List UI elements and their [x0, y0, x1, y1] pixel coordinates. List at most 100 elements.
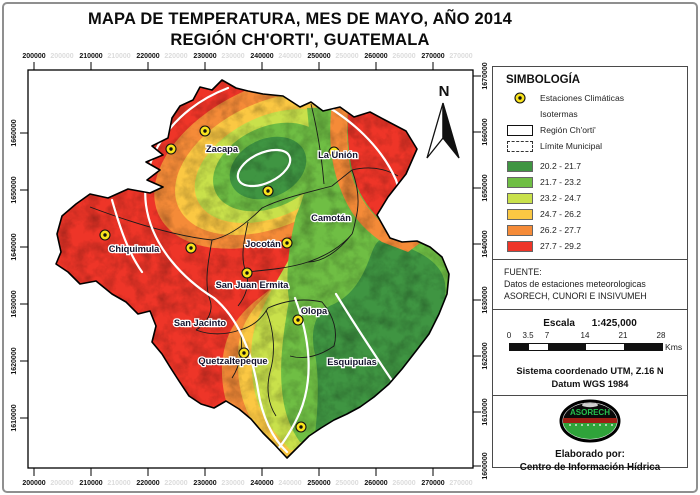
place-labels: Zacapa La Unión Camotán Chiquimula Jocotán Sa…	[107, 143, 378, 369]
y-label-left: 1640000	[11, 233, 18, 260]
north-arrow-right	[442, 102, 460, 159]
y-label-right: 1620000	[482, 342, 489, 369]
x-label-top: 250000	[307, 53, 330, 60]
scale-tick-label: 3.5	[522, 331, 534, 340]
crs-line-1: Sistema coordenado UTM, Z.16 N	[516, 366, 664, 376]
y-label-right: 1610000	[482, 398, 489, 425]
x-label-top-faint: 260000	[392, 53, 415, 60]
scale-bar: Kms 0 3.5 7 14 21 28	[493, 329, 687, 363]
x-label-bottom-faint: 260000	[392, 480, 415, 487]
y-label-right: 1670000	[482, 62, 489, 89]
y-label-right: 1650000	[482, 174, 489, 201]
climate-station-center-dot	[245, 271, 249, 275]
source-label: FUENTE:	[504, 267, 542, 277]
legend-row-isotherms: Isotermas	[506, 106, 687, 122]
x-label-bottom: 200000	[22, 480, 45, 487]
place-label: Olopa	[301, 306, 328, 316]
legend-label-isotherms: Isotermas	[540, 109, 578, 119]
legend-section-scale: Escala 1:425,000 Kms 0 3.5 7 14 21 28 Sistema…	[493, 309, 687, 395]
north-arrow-left	[426, 102, 444, 159]
legend-class-range: 23.2 - 24.7	[540, 193, 582, 203]
climate-station-center-dot	[103, 233, 107, 237]
place-label: La Unión	[318, 150, 358, 160]
scale-tick-label: 14	[580, 331, 590, 340]
x-label-top: 260000	[364, 53, 387, 60]
climate-station-center-dot	[189, 246, 193, 250]
legend-class-row: 20.2 - 21.7	[506, 158, 687, 174]
x-label-bottom: 250000	[307, 480, 330, 487]
place-label: Jocotán	[245, 239, 281, 249]
place-label: Esquipulas	[327, 357, 377, 367]
climate-station-center-dot	[296, 318, 300, 322]
title-line-1: MAPA DE TEMPERATURA, MES DE MAYO, AÑO 20…	[87, 10, 513, 28]
legend-row-municipal: Límite Municipal	[506, 138, 687, 154]
legend-section-simbologia: SIMBOLOGÍA Estaciones Climáticas Isoterm…	[493, 67, 687, 259]
coordinate-grid-labels: 200000 200000 200000 200000 210000 210000 2100…	[11, 53, 489, 487]
scale-unit: Kms	[665, 342, 683, 352]
x-label-top: 240000	[250, 53, 273, 60]
x-label-bottom-faint: 230000	[221, 480, 244, 487]
asorech-logo: ASORECH	[559, 399, 621, 443]
x-label-top: 270000	[421, 53, 444, 60]
credits-label: Elaborado por:	[555, 449, 625, 460]
source-line-2: ASORECH, CUNORI E INSIVUMEH	[504, 291, 647, 302]
x-label-bottom-faint: 220000	[164, 480, 187, 487]
x-label-top: 210000	[79, 53, 102, 60]
region-symbol	[506, 124, 533, 136]
x-label-bottom-faint: 250000	[335, 480, 358, 487]
legend-row-stations: Estaciones Climáticas	[506, 90, 687, 106]
place-label: Chiquimula	[109, 244, 160, 254]
scale-tick-label: 7	[544, 331, 550, 340]
north-arrow: N	[426, 83, 460, 159]
y-label-left: 1660000	[11, 119, 18, 146]
y-label-right: 1600000	[482, 452, 489, 479]
x-label-top-faint: 200000	[50, 53, 73, 60]
x-label-top-faint: 210000	[107, 53, 130, 60]
legend-class-chip	[506, 176, 533, 188]
legend-class-row: 27.7 - 29.2	[506, 238, 687, 254]
legend-class-range: 20.2 - 21.7	[540, 161, 582, 171]
x-label-bottom: 270000	[421, 480, 444, 487]
scale-tick-label: 21	[618, 331, 628, 340]
legend-panel: SIMBOLOGÍA Estaciones Climáticas Isoterm…	[492, 66, 688, 473]
legend-class-chip	[506, 160, 533, 172]
legend-class-range: 21.7 - 23.2	[540, 177, 582, 187]
scale-tick-label: 0	[506, 331, 512, 340]
legend-class-range: 26.2 - 27.7	[540, 225, 582, 235]
y-label-left: 1630000	[11, 290, 18, 317]
x-label-top: 220000	[136, 53, 159, 60]
x-label-bottom-faint: 240000	[278, 480, 301, 487]
legend-class-chip	[506, 192, 533, 204]
y-label-right: 1640000	[482, 230, 489, 257]
climate-station-center-dot	[242, 351, 246, 355]
place-label: Camotán	[311, 213, 351, 223]
x-label-top-faint: 250000	[335, 53, 358, 60]
climate-station-center-dot	[299, 425, 303, 429]
x-label-bottom-faint: 270000	[449, 480, 472, 487]
isotherm-ellipse	[236, 148, 292, 188]
y-label-left: 1610000	[11, 404, 18, 431]
x-label-bottom: 210000	[79, 480, 102, 487]
y-label-right: 1630000	[482, 286, 489, 313]
x-label-bottom-faint: 200000	[50, 480, 73, 487]
x-label-top-faint: 230000	[221, 53, 244, 60]
scale-bar-segment	[529, 344, 548, 350]
y-label-right: 1660000	[482, 118, 489, 145]
legend-section-credits: ASORECH Elaborado por: Centro de Informa…	[493, 395, 687, 473]
climate-stations	[99, 125, 340, 433]
x-label-top-faint: 270000	[449, 53, 472, 60]
legend-label-municipal: Límite Municipal	[540, 141, 603, 151]
x-label-top: 230000	[193, 53, 216, 60]
x-label-bottom: 230000	[193, 480, 216, 487]
climate-station-center-dot	[266, 189, 270, 193]
legend-class-row: 23.2 - 24.7	[506, 190, 687, 206]
legend-class-row: 24.7 - 26.2	[506, 206, 687, 222]
legend-label-region: Región Ch'orti'	[540, 125, 596, 135]
isotherm-line	[275, 296, 310, 452]
source-line-1: Datos de estaciones meteorologicas	[504, 279, 646, 290]
scale-bar-segment	[586, 344, 624, 350]
scale-value: 1:425,000	[591, 318, 637, 329]
climate-station-center-dot	[332, 150, 336, 154]
scale-label: Escala	[543, 318, 575, 329]
